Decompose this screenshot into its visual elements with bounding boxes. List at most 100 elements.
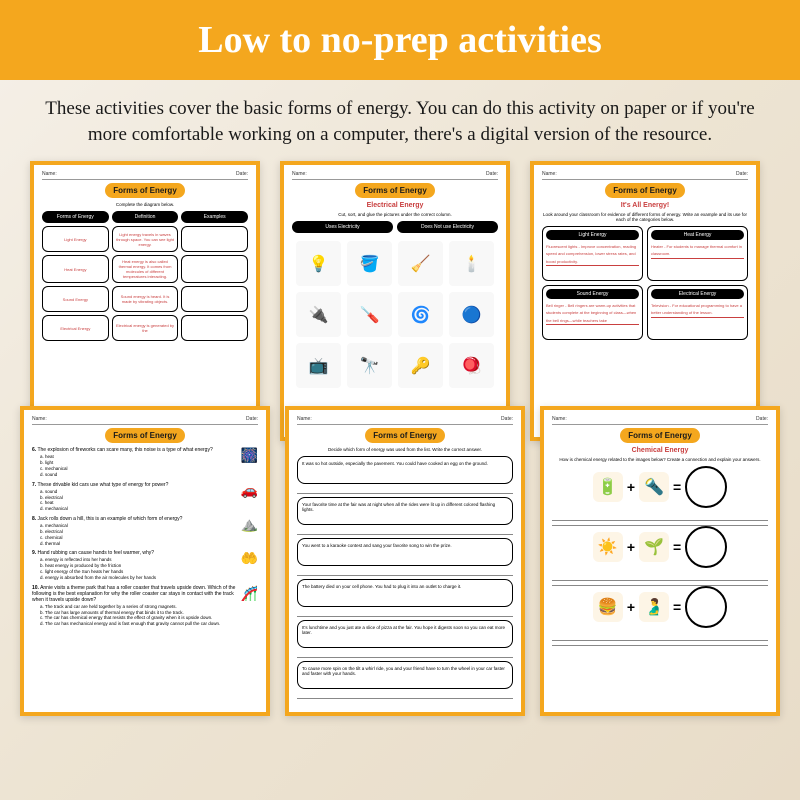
scenario-text: To cause more spin on the tilt a whirl r…	[297, 661, 513, 689]
answer-line	[297, 693, 513, 699]
energy-category-box: Heat EnergyHeater - For students to mana…	[647, 226, 748, 281]
worksheet-title: Forms of Energy	[105, 183, 185, 198]
equals-sign: =	[673, 539, 681, 555]
worksheet-definitions: Name: Date: Forms of Energy Complete the…	[30, 161, 260, 441]
energy-category-box: Sound Energy Bell ringer - Bell ringers a…	[542, 285, 643, 340]
category-title: Sound Energy	[546, 289, 639, 299]
scenario-text: It's lunchtime and you just ate a slice …	[297, 620, 513, 648]
question-text: 🚗7. These drivable kid cars use what typ…	[32, 482, 258, 488]
worksheet-all-energy: Name: Date: Forms of Energy It's All Ene…	[530, 161, 760, 441]
table-row: Electrical EnergyElectrical energy is ge…	[42, 315, 248, 341]
answer-line	[297, 529, 513, 535]
scenario-item: You went to a karaoke contest and sang y…	[297, 538, 513, 576]
plus-sign: +	[627, 479, 635, 495]
question-text: 🎢10. Annie visits a theme park that has …	[32, 585, 258, 603]
result-circle	[685, 526, 727, 568]
equation-icon-a: ☀️	[593, 532, 623, 562]
energy-type: Heat Energy	[42, 255, 109, 283]
energy-type: Light Energy	[42, 226, 109, 252]
sort-item: 🪀	[449, 343, 494, 388]
col-header: Uses Electricity	[292, 221, 393, 233]
scenario-text: It was so hot outside, especially the pa…	[297, 456, 513, 484]
energy-category-box: Light Energy Fluorescent lights - Improve…	[542, 226, 643, 281]
equation-row: 🔋+🔦=	[552, 466, 768, 526]
question-icon: 🎆	[241, 447, 258, 464]
worksheet-scenarios: Name: Date: Forms of Energy Decide which…	[285, 406, 525, 716]
worksheet-quiz: Name: Date: Forms of Energy 🎆6. The expl…	[20, 406, 270, 716]
scenario-item: It was so hot outside, especially the pa…	[297, 456, 513, 494]
col-header: Examples	[181, 211, 248, 223]
equals-sign: =	[673, 479, 681, 495]
quiz-question: 🤲9. Hand rubbing can cause hands to feel…	[32, 550, 258, 580]
sort-item: 🕯️	[449, 241, 494, 286]
date-label: Date:	[486, 171, 498, 177]
sort-item: 🔭	[347, 343, 392, 388]
equation-icon-b: 🌱	[639, 532, 669, 562]
category-title: Light Energy	[546, 230, 639, 240]
category-text: Heater - For students to manage thermal …	[651, 243, 744, 258]
subtitle: Electrical Energy	[292, 202, 498, 209]
question-icon: 🎢	[241, 585, 258, 602]
sort-header: Uses Electricity Does Not use Electricit…	[292, 221, 498, 233]
col-header: Definition	[112, 211, 179, 223]
worksheet-header: Name: Date:	[32, 416, 258, 425]
answer-line	[297, 570, 513, 576]
quiz-option: d. thermal	[32, 541, 258, 547]
question-icon: ⛰️	[241, 516, 258, 533]
name-label: Name:	[292, 171, 307, 177]
worksheet-title: Forms of Energy	[365, 428, 445, 443]
date-label: Date:	[736, 171, 748, 177]
table-row: Sound EnergySound energy is heard. It is…	[42, 286, 248, 312]
worksheet-title: Forms of Energy	[620, 428, 700, 443]
date-label: Date:	[246, 416, 258, 422]
energy-def: Electrical energy is generated by the	[112, 315, 179, 341]
sort-item: 🪣	[347, 241, 392, 286]
table-row: Heat EnergyHeat energy is also called th…	[42, 255, 248, 283]
plus-sign: +	[627, 599, 635, 615]
result-circle	[685, 466, 727, 508]
worksheet-header: Name: Date:	[42, 171, 248, 180]
description-text: These activities cover the basic forms o…	[0, 80, 800, 161]
scenario-text: You went to a karaoke contest and sang y…	[297, 538, 513, 566]
worksheet-header: Name: Date:	[297, 416, 513, 425]
equation-row: 🍔+🫃=	[552, 586, 768, 646]
name-label: Name:	[42, 171, 57, 177]
answer-line	[297, 652, 513, 658]
name-label: Name:	[542, 171, 557, 177]
sort-item: 🌀	[398, 292, 443, 337]
scenario-text: The battery died on your cell phone. You…	[297, 579, 513, 607]
answer-line	[297, 611, 513, 617]
category-text: Fluorescent lights - Improve concentrati…	[546, 243, 639, 266]
col-header: Forms of Energy	[42, 211, 109, 223]
equation-icon-b: 🔦	[639, 472, 669, 502]
quiz-option: d. mechanical	[32, 506, 258, 512]
instruction: Cut, sort, and glue the pictures under t…	[292, 212, 498, 217]
quiz-question: ⛰️8. Jack rolls down a hill, this is an …	[32, 516, 258, 546]
scenario-item: Your favorite time at the fair was at ni…	[297, 497, 513, 535]
instruction: Decide which form of energy was used fro…	[297, 447, 513, 452]
quiz-option: d. sound	[32, 472, 258, 478]
name-label: Name:	[552, 416, 567, 422]
question-icon: 🚗	[241, 482, 258, 499]
quiz-option: d. energy is absorbed from the air molec…	[32, 575, 258, 581]
category-title: Electrical Energy	[651, 289, 744, 299]
instruction: How is chemical energy related to the im…	[552, 457, 768, 462]
energy-example	[181, 286, 248, 312]
result-circle	[685, 586, 727, 628]
scenario-item: To cause more spin on the tilt a whirl r…	[297, 661, 513, 699]
energy-category-box: Electrical EnergyTelevision - For educat…	[647, 285, 748, 340]
sort-item: 📺	[296, 343, 341, 388]
worksheet-title: Forms of Energy	[605, 183, 685, 198]
sort-item: 🔵	[449, 292, 494, 337]
category-text: Bell ringer - Bell ringers are warm-up a…	[546, 302, 639, 325]
energy-example	[181, 255, 248, 283]
energy-def: Sound energy is heard. It is made by vib…	[112, 286, 179, 312]
energy-def: Light energy travels in waves through sp…	[112, 226, 179, 252]
question-text: 🤲9. Hand rubbing can cause hands to feel…	[32, 550, 258, 556]
date-label: Date:	[501, 416, 513, 422]
worksheet-header: Name: Date:	[542, 171, 748, 180]
energy-type: Sound Energy	[42, 286, 109, 312]
sort-item: 🧹	[398, 241, 443, 286]
sort-item: 💡	[296, 241, 341, 286]
energy-grid: Light Energy Fluorescent lights - Improve…	[542, 226, 748, 340]
